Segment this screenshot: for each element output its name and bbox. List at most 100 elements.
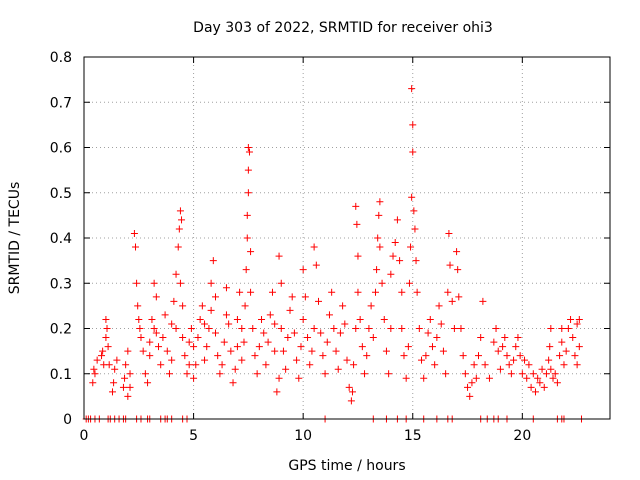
data-point: [165, 370, 173, 378]
data-point: [203, 343, 211, 351]
data-point: [157, 361, 165, 369]
data-point: [174, 243, 182, 251]
data-point: [367, 302, 375, 310]
data-point: [264, 338, 272, 346]
data-point: [222, 284, 230, 292]
data-point: [571, 352, 579, 360]
data-point: [220, 338, 228, 346]
data-point: [363, 352, 371, 360]
data-point: [534, 374, 542, 382]
data-point: [575, 315, 583, 323]
data-point: [183, 370, 191, 378]
data-point: [334, 365, 342, 373]
data-point: [144, 379, 152, 387]
data-point: [398, 325, 406, 332]
data-point: [108, 388, 116, 396]
data-point: [470, 361, 478, 369]
data-point: [418, 356, 426, 364]
data-point: [181, 352, 189, 360]
data-point: [547, 325, 555, 332]
data-point: [135, 315, 143, 323]
data-point: [499, 343, 507, 351]
data-point: [378, 279, 386, 287]
y-tick-label: 0.6: [50, 141, 72, 157]
data-point: [146, 352, 154, 360]
data-point: [98, 352, 106, 360]
grid: [84, 57, 610, 419]
data-point: [549, 374, 557, 382]
data-point: [212, 293, 219, 301]
y-tick-label: 0.8: [50, 50, 72, 66]
data-point: [426, 315, 434, 323]
y-tick-label: 0: [63, 412, 72, 428]
data-point: [420, 374, 428, 382]
data-point: [330, 325, 338, 332]
data-point: [242, 266, 250, 274]
data-point: [405, 279, 413, 287]
data-point: [297, 343, 305, 351]
data-point: [551, 370, 559, 378]
data-point: [90, 365, 98, 373]
data-point: [332, 347, 340, 355]
data-point: [136, 325, 144, 332]
data-point: [479, 297, 487, 305]
data-point: [103, 325, 111, 332]
data-point: [168, 356, 176, 364]
data-point: [172, 325, 180, 332]
data-point: [375, 211, 383, 219]
data-point: [282, 365, 290, 373]
data-point: [295, 374, 303, 382]
data-point: [503, 352, 511, 360]
y-tick-label: 0.1: [50, 367, 72, 383]
data-point: [343, 356, 351, 364]
data-point: [393, 216, 401, 224]
data-point: [374, 234, 382, 242]
data-point: [347, 397, 355, 405]
data-point: [356, 315, 364, 323]
data-point: [380, 315, 388, 323]
data-point: [126, 383, 134, 391]
x-tick-label: 0: [80, 428, 89, 444]
data-point: [348, 388, 356, 396]
data-point: [260, 329, 268, 337]
data-point: [229, 379, 237, 387]
data-point: [523, 374, 531, 382]
data-point: [546, 343, 554, 351]
data-point: [454, 266, 462, 274]
data-point: [328, 288, 336, 296]
data-point: [404, 343, 412, 351]
data-point: [553, 379, 561, 387]
data-point: [290, 329, 298, 337]
data-point: [299, 266, 307, 274]
data-point: [448, 297, 456, 305]
data-point: [284, 334, 292, 342]
data-point: [216, 370, 224, 378]
data-point: [176, 279, 184, 287]
data-point: [371, 288, 379, 296]
data-point: [531, 388, 539, 396]
data-point: [119, 383, 127, 391]
y-tick-label: 0.4: [50, 231, 72, 247]
data-point: [249, 325, 257, 332]
data-point: [175, 225, 183, 233]
data-point: [196, 315, 204, 323]
data-point: [240, 338, 248, 346]
data-point: [422, 352, 430, 360]
data-point: [558, 325, 566, 332]
data-point: [102, 315, 110, 323]
data-point: [365, 325, 373, 332]
data-point: [407, 243, 415, 251]
data-point: [310, 243, 318, 251]
data-point: [352, 202, 360, 210]
data-point: [207, 306, 215, 314]
data-point: [190, 343, 198, 351]
data-point: [258, 315, 266, 323]
data-point: [442, 370, 450, 378]
data-point: [275, 252, 283, 260]
data-point: [485, 374, 493, 382]
x-tick-label: 5: [189, 428, 198, 444]
data-point: [536, 379, 544, 387]
data-point: [354, 288, 362, 296]
data-point: [387, 325, 395, 332]
data-point: [273, 388, 281, 396]
